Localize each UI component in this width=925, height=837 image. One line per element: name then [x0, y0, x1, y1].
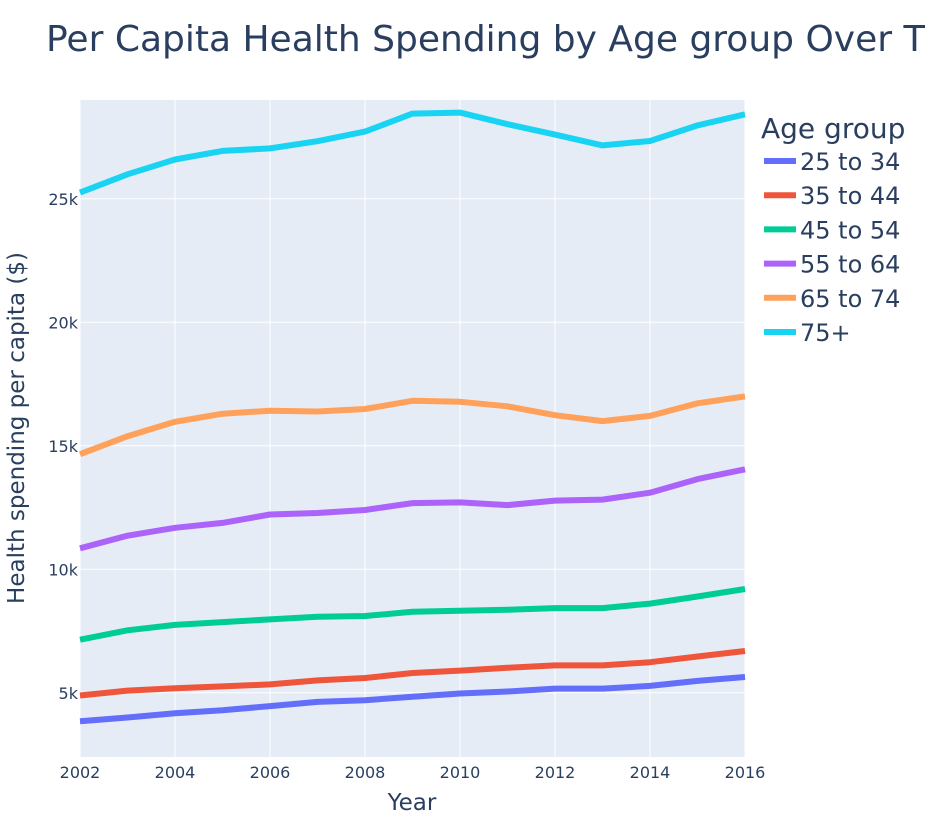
- x-tick-label: 2002: [60, 763, 101, 782]
- series-line-1: [79, 648, 746, 699]
- y-axis-ticks: 5k 10k 15k 20k 25k: [48, 190, 78, 703]
- legend-label: 75+: [800, 319, 851, 347]
- series-line-4: [78, 393, 746, 458]
- y-tick-label: 25k: [48, 190, 78, 209]
- legend-label: 55 to 64: [800, 251, 900, 279]
- legend-label: 25 to 34: [800, 148, 900, 176]
- x-axis-title: Year: [387, 790, 437, 816]
- x-tick-label: 2008: [345, 763, 386, 782]
- series-line-0: [79, 674, 746, 725]
- legend-label: 35 to 44: [800, 182, 900, 210]
- series-line-2: [79, 586, 746, 643]
- y-tick-label: 20k: [48, 313, 78, 332]
- y-axis-title: Health spending per capita ($): [4, 252, 30, 604]
- legend-title: Age group: [761, 112, 905, 145]
- legend: Age group 25 to 34 35 to 44 45 to 54 55 to …: [761, 112, 905, 347]
- gridlines: [79, 100, 746, 757]
- chart-title: Per Capita Health Spending by Age group …: [46, 19, 925, 60]
- x-tick-label: 2014: [630, 763, 671, 782]
- y-tick-label: 10k: [48, 560, 78, 579]
- x-tick-label: 2010: [440, 763, 481, 782]
- y-tick-label: 15k: [48, 437, 78, 456]
- legend-label: 45 to 54: [800, 216, 900, 244]
- series-lines: [78, 109, 746, 725]
- x-tick-label: 2006: [250, 763, 291, 782]
- series-line-3: [79, 466, 746, 552]
- legend-label: 65 to 74: [800, 285, 900, 313]
- x-tick-label: 2004: [155, 763, 196, 782]
- plot-area: [80, 100, 745, 757]
- y-tick-label: 5k: [59, 684, 79, 703]
- x-tick-label: 2012: [535, 763, 576, 782]
- x-axis-ticks: 2002 2004 2006 2008 2010 2012 2014 2016: [60, 763, 766, 782]
- x-tick-label: 2016: [725, 763, 766, 782]
- series-line-5: [78, 109, 746, 196]
